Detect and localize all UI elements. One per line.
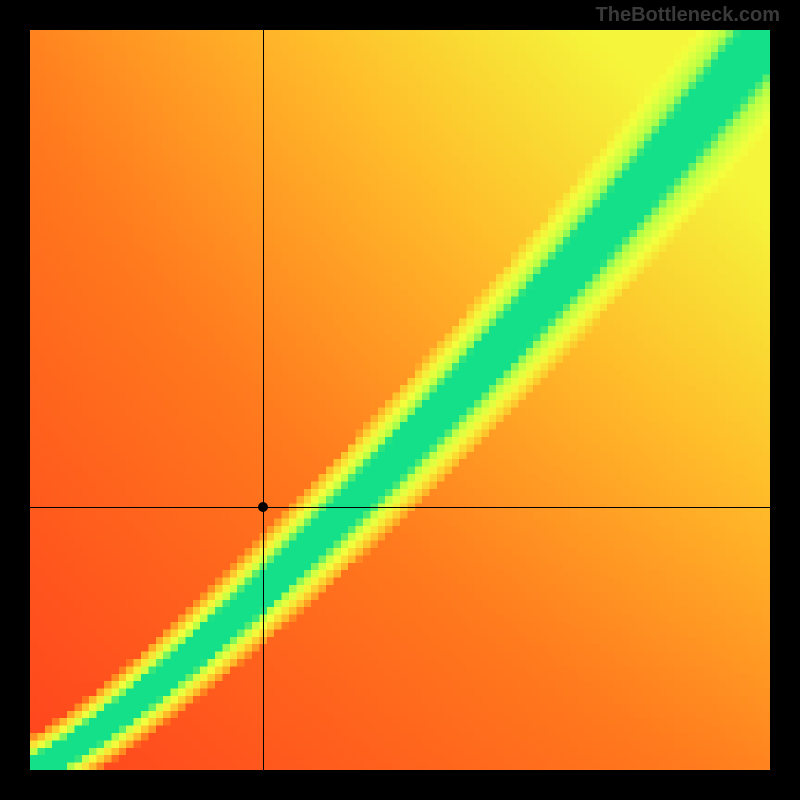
watermark-text: TheBottleneck.com (596, 4, 780, 27)
marker-dot (258, 502, 268, 512)
heatmap-plot (30, 30, 770, 770)
crosshair-vertical (263, 30, 264, 770)
heatmap-canvas (30, 30, 770, 770)
crosshair-horizontal (30, 507, 770, 508)
